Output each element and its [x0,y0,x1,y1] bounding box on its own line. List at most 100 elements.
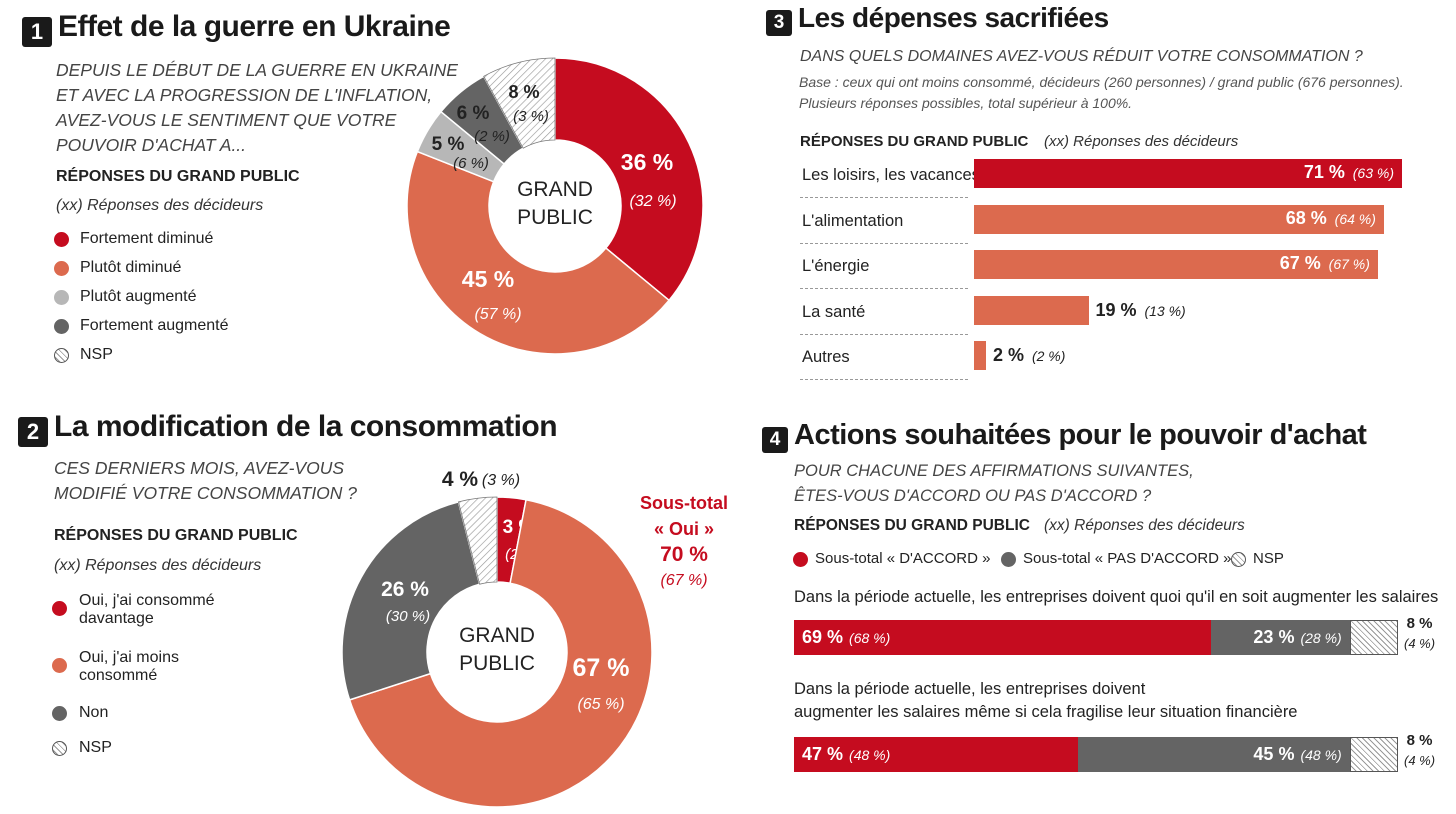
legend-label: Fortement diminué [80,230,214,247]
segment-label: 69 % (68 %) [802,627,890,648]
bar-category-label: L'énergie [802,257,870,275]
question-line: AVEZ-VOUS LE SENTIMENT QUE VOTRE [56,110,397,130]
donut-center-label: PUBLIC [517,206,593,229]
legend-label: NSP [79,739,112,756]
stacked-bar-segment [1349,737,1398,772]
slice-dec-label: (30 %) [386,608,430,625]
question-line: ÊTES-VOUS D'ACCORD OU PAS D'ACCORD ? [794,487,1152,505]
stacked-bar-segment [794,620,1211,655]
section1-question: DEPUIS LE DÉBUT DE LA GUERRE EN UKRAINE … [56,58,458,158]
legend-swatch [54,319,69,334]
slice-value-label: 67 % [573,654,630,682]
statement-label: Dans la période actuelle, les entreprise… [794,680,1146,698]
legend-swatch [1001,552,1016,567]
pie-slice [457,496,498,585]
legend-item: Fortement diminué [54,230,213,248]
legend-item: Oui, j'ai moins consommé [52,649,219,685]
legend-label: Sous-total « PAS D'ACCORD » [1023,550,1232,567]
bar [974,204,1384,234]
slice-value-label: 36 % [621,149,673,175]
decideurs-label: (xx) Réponses des décideurs [54,557,262,574]
section3-base: Base : ceux qui ont moins consommé, déci… [799,72,1404,114]
segment-value: 47 % [802,744,844,764]
donut-chart-2: 3 %(2 %)67 %(65 %)26 %(30 %)4 %(3 %)GRAN… [341,468,653,808]
bar [974,250,1378,279]
nsp-value: 8 % [1406,615,1433,632]
question-line: POUVOIR D'ACHAT A... [56,135,247,155]
donut-center-label: GRAND [517,178,593,201]
segment-value: 45 % [1253,744,1295,764]
slice-value-label: 26 % [381,578,429,601]
bar-category-label: La santé [802,302,866,321]
bar-dec-value: (2 %) [1028,348,1066,364]
legend-swatch [52,658,67,673]
decideurs-label: (xx) Réponses des décideurs [1044,517,1245,534]
subtotal-oui-label: « Oui » [653,519,715,539]
section-number: 1 [22,16,52,47]
section-title: Actions souhaitées pour le pouvoir d'ach… [794,419,1367,451]
legend-item: Sous-total « D'ACCORD » [793,550,990,568]
section4-question: POUR CHACUNE DES AFFIRMATIONS SUIVANTES,… [794,459,1194,509]
question-line: CES DERNIERS MOIS, AVEZ-VOUS [54,458,345,478]
legend-swatch [54,348,69,363]
section-title: Effet de la guerre en Ukraine [58,10,451,43]
donut-chart-1: 36 % (32 %) 45 % (57 %) 5 %(6 %) 6 % (2 %) 8 % (… [406,57,704,355]
question-line: MODIFIÉ VOTRE CONSOMMATION ? [54,483,358,503]
statement-label: Dans la période actuelle, les entreprise… [794,588,1439,606]
slice-value-label: 5 % [432,134,465,155]
slice-dec-label: (2 %) [474,128,510,145]
legend-item: NSP [52,739,112,757]
section4-heading: 4 Actions souhaitées pour le pouvoir d'ac… [762,419,1367,453]
segment-label: 47 % (48 %) [802,744,890,765]
nsp-label: 8 % (4 %) [1404,731,1435,771]
segment-label: 23 % (28 %) [1253,627,1341,648]
pie-slice [483,57,556,149]
question-line: DEPUIS LE DÉBUT DE LA GUERRE EN UKRAINE [56,60,458,80]
stacked-bar-segment [1210,620,1350,655]
slice-dec-label: (57 %) [474,306,521,323]
legend-label: Oui, j'ai consommé davantage [79,592,215,627]
bar [974,295,1089,325]
section-title: Les dépenses sacrifiées [798,2,1109,33]
stacked-bar-segment [1349,620,1398,655]
legend-swatch [54,232,69,247]
bar-value-label: 68 % (64 %) [1286,208,1376,229]
bar [974,159,1402,188]
section-number: 2 [18,416,48,447]
segment-dec-value: (68 %) [849,630,891,646]
legend-label: Fortement augmenté [80,317,229,334]
section3-heading: 3 Les dépenses sacrifiées [766,2,1109,36]
bar-value-label: 19 % (13 %) [1096,300,1186,321]
bar-dec-value: (64 %) [1330,210,1376,227]
nsp-dec-value: (4 %) [1404,636,1436,651]
legend-swatch [54,290,69,305]
statement-label: augmenter les salaires même si cela frag… [794,703,1298,721]
slice-dec-label: (32 %) [629,193,676,210]
decideurs-label: (xx) Réponses des décideurs [1044,133,1239,150]
bar-value: 71 % [1303,162,1345,182]
bar [974,341,987,370]
bar-dec-value: (67 %) [1324,256,1370,272]
base-line: Plusieurs réponses possibles, total supé… [799,95,1133,111]
legend-item: Non [52,704,108,722]
question-line: ET AVEC LA PROGRESSION DE L'INFLATION, [56,85,433,105]
responses-label: RÉPONSES DU GRAND PUBLIC [794,517,1030,534]
section1-heading: 1 Effet de la guerre en Ukraine [22,10,451,47]
bar-value-label: 2 % (2 %) [993,345,1065,366]
bar-dec-value: (63 %) [1348,165,1394,181]
section2-question: CES DERNIERS MOIS, AVEZ-VOUS MODIFIÉ VOT… [54,456,357,506]
slice-value-label: 45 % [462,266,514,292]
bar-value: 2 % [993,345,1025,365]
responses-label: RÉPONSES DU GRAND PUBLIC [800,133,1029,150]
segment-dec-value: (48 %) [849,747,891,763]
row-divider [800,197,968,198]
legend-item: Oui, j'ai consommé davantage [52,592,259,628]
legend-item: Sous-total « PAS D'ACCORD » [1001,550,1232,568]
question-line: POUR CHACUNE DES AFFIRMATIONS SUIVANTES, [794,462,1194,480]
legend-label: Oui, j'ai moins consommé [79,649,179,684]
bar-value: 68 % [1285,207,1327,228]
stacked-bar-segment [1077,737,1350,772]
slice-dec-label: (3 %) [513,108,549,125]
section-number: 3 [766,9,792,36]
nsp-value: 8 % [1406,732,1433,749]
